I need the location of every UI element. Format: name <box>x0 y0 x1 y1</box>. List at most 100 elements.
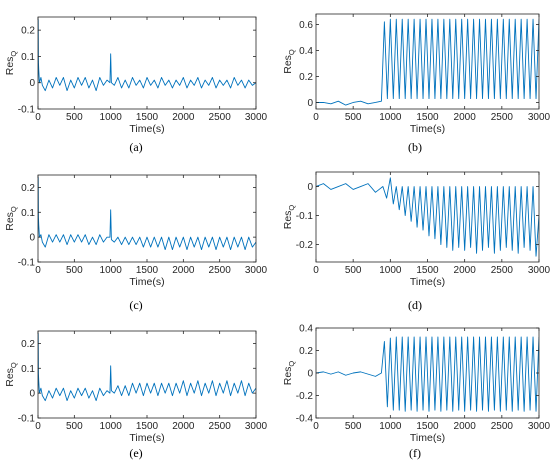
x-axis-label: Time(s) <box>129 432 164 444</box>
y-tick-label: -0.1 <box>18 105 36 116</box>
x-tick-label: 500 <box>66 112 83 123</box>
y-tick-label: 0.2 <box>299 346 313 357</box>
y-axis-label-subscript: Q <box>9 51 18 57</box>
panel-caption: (a) <box>129 140 142 154</box>
y-tick-label: 0 <box>307 369 313 380</box>
y-tick-label: 0 <box>29 389 35 400</box>
y-axis-label-subscript: Q <box>9 206 18 212</box>
x-tick-label: 1500 <box>136 265 159 276</box>
panel-caption: (b) <box>408 140 422 154</box>
x-tick-label: 1000 <box>100 421 123 432</box>
y-axis-label-subscript: Q <box>287 205 296 211</box>
x-tick-label: 3000 <box>245 112 268 123</box>
chart-panel-1: 0 500 1000 1500 2000 2500 3000-0.100.10.2Time(… <box>4 16 268 154</box>
y-axis-label-main: Res <box>282 211 294 230</box>
x-tick-label: 3000 <box>528 265 550 276</box>
x-axis-label: Time(s) <box>129 276 164 288</box>
y-axis-label-main: Res <box>282 367 294 386</box>
x-tick-label: 0 <box>35 421 41 432</box>
x-tick-label: 2000 <box>172 112 195 123</box>
y-tick-label: -0.4 <box>296 414 314 425</box>
chart-panel-2: 0 500 1000 1500 2000 2500 3000 0 0.2 0.4 0.6 Time(s… <box>282 13 550 154</box>
y-axis-label: ResQ <box>282 361 296 386</box>
y-tick-label: -0.1 <box>296 211 314 222</box>
x-tick-label: 2500 <box>209 421 232 432</box>
x-tick-label: 500 <box>345 265 362 276</box>
series-line-1 <box>38 19 256 92</box>
y-axis-label-subscript: Q <box>9 362 18 368</box>
x-tick-label: 2500 <box>491 265 514 276</box>
y-axis-label-main: Res <box>282 55 294 74</box>
x-tick-label: 2000 <box>454 265 477 276</box>
x-tick-label: 1000 <box>379 421 402 432</box>
x-axis-label: Time(s) <box>410 432 445 444</box>
x-tick-label: 500 <box>66 265 83 276</box>
y-tick-label: 0.1 <box>21 208 35 219</box>
y-axis-label: ResQ <box>282 205 296 230</box>
y-tick-label: -0.2 <box>296 391 314 402</box>
x-tick-label: 1000 <box>100 265 123 276</box>
y-axis-label-main: Res <box>4 57 16 76</box>
x-axis-label: Time(s) <box>410 276 445 288</box>
y-tick-label: 0.6 <box>299 20 313 31</box>
chart-panel-4: 0 500 1000 1500 2000 2500 3000 -0.2 -0.1 0 Time(s)… <box>282 171 550 312</box>
y-tick-label: 0.1 <box>21 52 35 63</box>
chart-panel-3: 0 500 1000 1500 2000 2500 3000-0.100.10.2Time(… <box>4 174 268 312</box>
x-tick-label: 2500 <box>491 112 514 123</box>
y-tick-label: 0.4 <box>299 46 313 57</box>
y-tick-label: 0.1 <box>21 364 35 375</box>
y-axis-label-main: Res <box>4 212 16 231</box>
x-tick-label: 1000 <box>100 112 123 123</box>
x-tick-label: 500 <box>66 421 83 432</box>
y-axis-label-subscript: Q <box>287 361 296 367</box>
panel-caption: (d) <box>408 298 422 312</box>
y-axis-label: ResQ <box>4 206 18 231</box>
y-axis-label: ResQ <box>282 49 296 74</box>
x-tick-label: 2000 <box>454 112 477 123</box>
y-tick-label: 0.2 <box>21 339 35 350</box>
chart-panel-5: 0 500 1000 1500 2000 2500 3000-0.100.10.2Time(… <box>4 330 268 460</box>
chart-panel-6: 0 500 1000 1500 2000 2500 3000 -0.4 -0.2 0 0.2 0.4 T… <box>282 324 550 461</box>
y-axis-label-subscript: Q <box>287 49 296 55</box>
series-line-1 <box>316 18 539 106</box>
x-tick-label: 3000 <box>245 421 268 432</box>
x-axis-label: Time(s) <box>410 123 445 135</box>
series-line-1 <box>316 177 539 257</box>
y-tick-label: 0 <box>29 233 35 244</box>
x-tick-label: 2500 <box>209 265 232 276</box>
plot-area <box>38 331 256 418</box>
x-tick-label: 0 <box>313 265 319 276</box>
series-line-1 <box>38 177 256 251</box>
x-tick-label: 1000 <box>379 112 402 123</box>
panel-caption: (e) <box>129 446 142 460</box>
x-tick-label: 0 <box>313 112 319 123</box>
y-tick-label: 0.4 <box>299 324 313 335</box>
x-tick-label: 1500 <box>136 112 159 123</box>
y-tick-label: -0.1 <box>18 414 36 425</box>
y-tick-label: 0.2 <box>21 26 35 37</box>
plot-area <box>38 175 256 262</box>
y-tick-label: -0.2 <box>296 240 314 251</box>
x-tick-label: 500 <box>345 421 362 432</box>
series-line-1 <box>316 336 539 412</box>
x-tick-label: 3000 <box>245 265 268 276</box>
y-tick-label: -0.1 <box>18 258 36 269</box>
x-tick-label: 0 <box>35 112 41 123</box>
x-tick-label: 500 <box>345 112 362 123</box>
y-axis-label: ResQ <box>4 51 18 76</box>
series-line-1 <box>38 333 256 402</box>
x-tick-label: 2000 <box>172 265 195 276</box>
x-tick-label: 1000 <box>379 265 402 276</box>
y-tick-label: 0 <box>29 78 35 89</box>
x-tick-label: 3000 <box>528 421 550 432</box>
x-axis-label: Time(s) <box>129 123 164 135</box>
panel-caption: (c) <box>129 298 142 312</box>
plot-area <box>38 17 256 109</box>
x-tick-label: 2000 <box>172 421 195 432</box>
y-tick-label: 0.2 <box>299 72 313 83</box>
y-tick-label: 0.2 <box>21 183 35 194</box>
x-tick-label: 2000 <box>454 421 477 432</box>
x-tick-label: 2500 <box>209 112 232 123</box>
x-tick-label: 1500 <box>416 112 439 123</box>
